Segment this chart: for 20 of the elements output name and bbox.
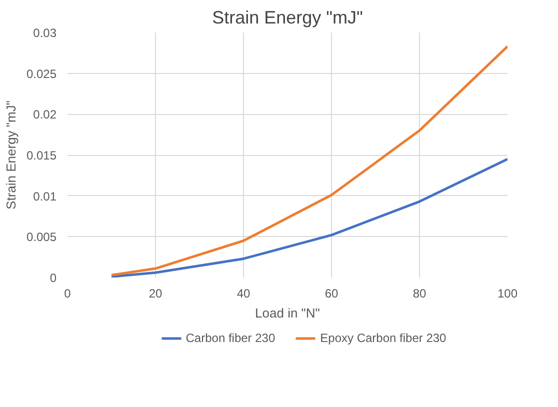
y-tick-label: 0 <box>50 271 57 285</box>
y-tick-label: 0.015 <box>26 148 57 162</box>
line-series <box>110 158 508 278</box>
x-tick-label: 60 <box>324 286 338 300</box>
x-tick-label: 0 <box>64 286 72 300</box>
x-tick-label: 20 <box>148 286 162 300</box>
chart-title: Strain Energy "mJ" <box>212 8 363 28</box>
x-tick-label: 100 <box>497 286 518 300</box>
legend-label: Carbon fiber 230 <box>186 331 276 345</box>
y-tick-label: 0.025 <box>26 66 57 81</box>
y-tick-label: 0.02 <box>33 108 57 122</box>
line-series <box>110 45 508 276</box>
x-tick-label: 40 <box>236 286 250 300</box>
y-tick-label: 0.01 <box>33 189 57 204</box>
x-tick-label: 80 <box>412 286 426 300</box>
legend-label: Epoxy Carbon fiber 230 <box>320 331 446 345</box>
y-tick-label: 0.03 <box>33 26 57 40</box>
y-axis-title: Strain Energy "mJ" <box>3 100 18 210</box>
x-axis-title: Load in "N" <box>255 306 320 320</box>
y-tick-label: 0.005 <box>26 230 57 244</box>
